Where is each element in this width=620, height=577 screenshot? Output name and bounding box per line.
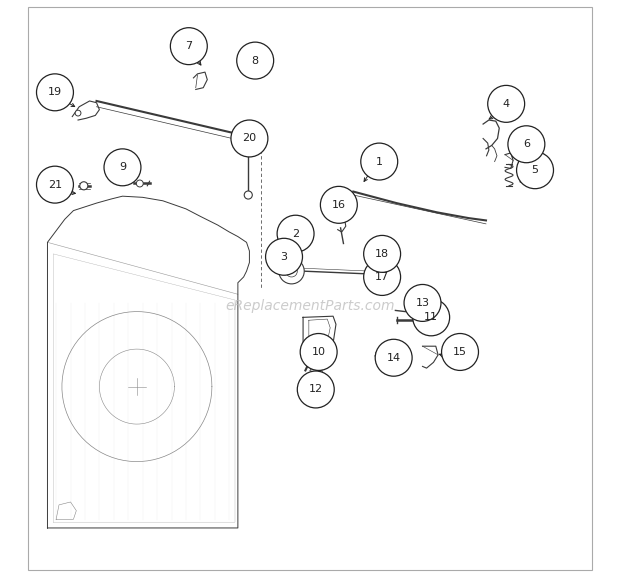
Text: 18: 18 — [375, 249, 389, 259]
Circle shape — [170, 28, 207, 65]
Text: 2: 2 — [292, 228, 299, 239]
Circle shape — [80, 182, 88, 190]
Circle shape — [373, 268, 384, 280]
Circle shape — [298, 371, 334, 408]
Circle shape — [237, 42, 273, 79]
Circle shape — [286, 265, 298, 277]
Text: 19: 19 — [48, 87, 62, 98]
Circle shape — [277, 215, 314, 252]
Circle shape — [488, 85, 525, 122]
Text: 15: 15 — [453, 347, 467, 357]
Text: 16: 16 — [332, 200, 346, 210]
Circle shape — [136, 180, 143, 187]
Circle shape — [364, 235, 401, 272]
Circle shape — [441, 334, 479, 370]
Circle shape — [361, 143, 397, 180]
Text: 12: 12 — [309, 384, 323, 395]
Circle shape — [375, 339, 412, 376]
Circle shape — [279, 258, 304, 284]
Circle shape — [265, 238, 303, 275]
Circle shape — [244, 191, 252, 199]
Circle shape — [300, 334, 337, 370]
Circle shape — [404, 284, 441, 321]
Text: 4: 4 — [503, 99, 510, 109]
Circle shape — [231, 120, 268, 157]
Text: 21: 21 — [48, 179, 62, 190]
Circle shape — [516, 152, 554, 189]
Text: 14: 14 — [387, 353, 401, 363]
Text: 7: 7 — [185, 41, 192, 51]
Circle shape — [321, 186, 357, 223]
Text: 17: 17 — [375, 272, 389, 282]
Text: 10: 10 — [312, 347, 326, 357]
Circle shape — [366, 250, 381, 264]
Text: 11: 11 — [424, 312, 438, 323]
Text: 3: 3 — [280, 252, 288, 262]
Circle shape — [75, 110, 81, 116]
Text: 1: 1 — [376, 156, 383, 167]
Circle shape — [508, 126, 545, 163]
Text: 13: 13 — [415, 298, 430, 308]
Circle shape — [364, 258, 401, 295]
Circle shape — [104, 149, 141, 186]
Text: 8: 8 — [252, 55, 259, 66]
Circle shape — [37, 166, 73, 203]
Text: eReplacementParts.com: eReplacementParts.com — [225, 299, 395, 313]
Text: 9: 9 — [119, 162, 126, 173]
Circle shape — [37, 74, 73, 111]
Text: 6: 6 — [523, 139, 530, 149]
Circle shape — [413, 299, 450, 336]
Text: 5: 5 — [531, 165, 539, 175]
Text: 20: 20 — [242, 133, 257, 144]
